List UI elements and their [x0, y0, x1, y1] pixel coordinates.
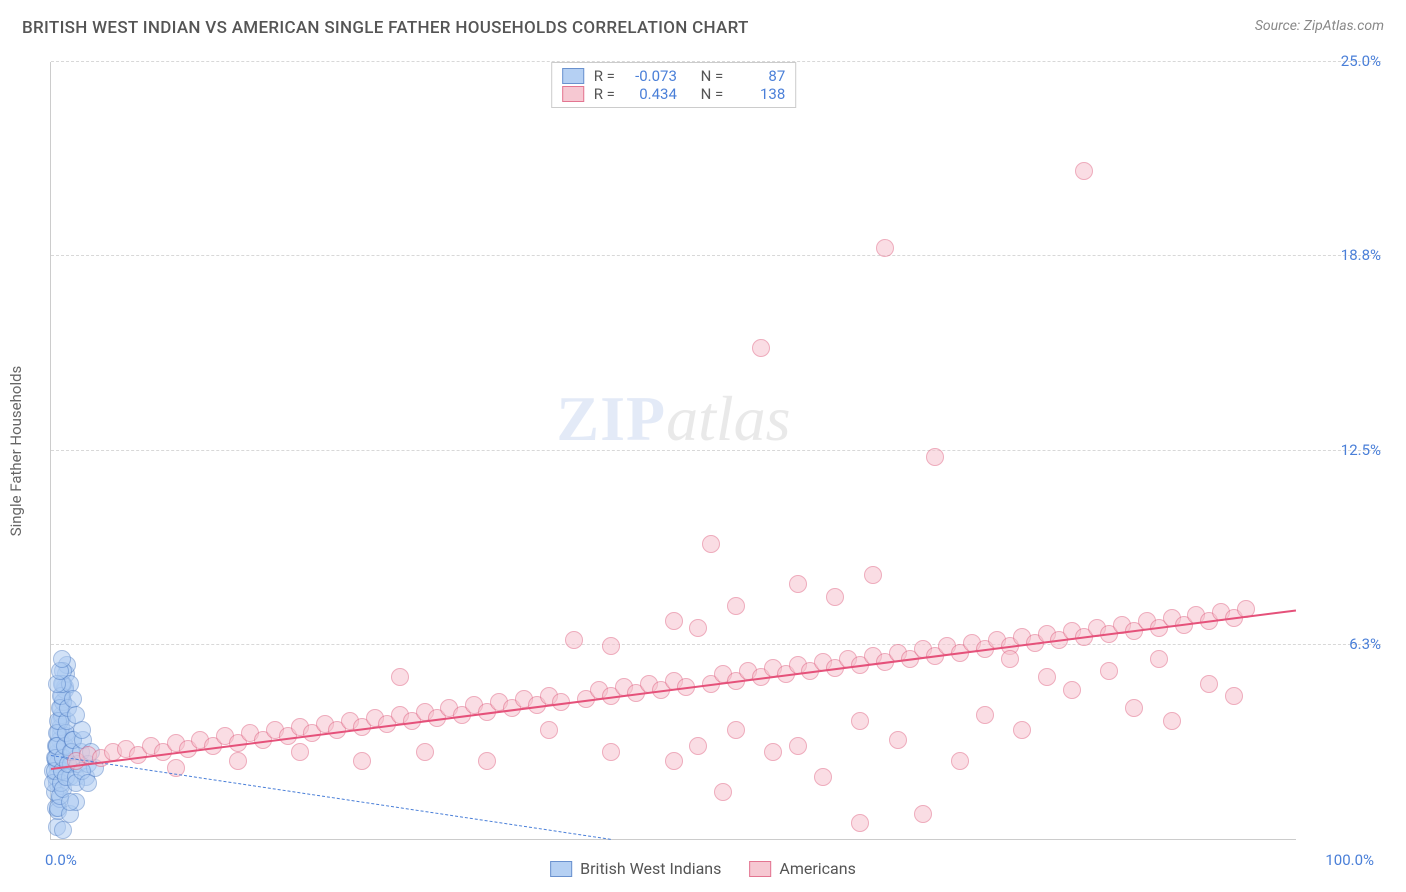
scatter-point [814, 768, 832, 786]
legend-label: Americans [779, 859, 855, 878]
scatter-point [1013, 721, 1031, 739]
scatter-point [826, 588, 844, 606]
chart-title: BRITISH WEST INDIAN VS AMERICAN SINGLE F… [22, 18, 749, 38]
swatch-amer [749, 861, 771, 877]
scatter-point [702, 535, 720, 553]
legend-item-amer: Americans [749, 859, 855, 878]
scatter-point [602, 637, 620, 655]
gridline [51, 644, 1381, 645]
scatter-point [1163, 712, 1181, 730]
r-value-bwi: -0.073 [625, 67, 677, 85]
scatter-point [914, 805, 932, 823]
watermark-zip: ZIP [556, 383, 666, 454]
r-label: R = [594, 85, 615, 103]
y-tick-label: 18.8% [1311, 246, 1381, 264]
scatter-point [789, 575, 807, 593]
stats-row-amer: R = 0.434 N = 138 [562, 85, 786, 103]
scatter-point [565, 631, 583, 649]
scatter-point [665, 612, 683, 630]
n-label: N = [701, 67, 724, 85]
scatter-point [764, 743, 782, 761]
scatter-point [789, 737, 807, 755]
scatter-point [851, 712, 869, 730]
scatter-point [689, 619, 707, 637]
scatter-point [79, 774, 97, 792]
scatter-point [1150, 650, 1168, 668]
bottom-legend: British West Indians Americans [550, 859, 856, 878]
trend-line [51, 755, 611, 840]
scatter-point [416, 743, 434, 761]
y-tick-label: 25.0% [1311, 52, 1381, 70]
y-axis-label: Single Father Households [7, 366, 25, 537]
scatter-point [727, 721, 745, 739]
scatter-point [229, 752, 247, 770]
legend-label: British West Indians [580, 859, 721, 878]
scatter-point [727, 597, 745, 615]
scatter-point [478, 752, 496, 770]
scatter-point [61, 793, 79, 811]
legend-item-bwi: British West Indians [550, 859, 721, 878]
chart-container: Single Father Households ZIPatlas R = -0… [50, 62, 1296, 840]
scatter-point [889, 731, 907, 749]
scatter-point [851, 814, 869, 832]
scatter-point [951, 752, 969, 770]
scatter-point [53, 650, 71, 668]
plot-area: ZIPatlas R = -0.073 N = 87 R = 0.434 N =… [50, 62, 1296, 840]
scatter-point [73, 721, 91, 739]
x-tick-label: 100.0% [1325, 851, 1374, 869]
source-label: Source: ZipAtlas.com [1255, 18, 1384, 34]
r-label: R = [594, 67, 615, 85]
scatter-point [864, 566, 882, 584]
scatter-point [353, 752, 371, 770]
swatch-bwi [562, 68, 584, 84]
scatter-point [876, 239, 894, 257]
n-label: N = [701, 85, 724, 103]
scatter-point [1001, 650, 1019, 668]
n-value-amer: 138 [733, 85, 785, 103]
scatter-point [1225, 687, 1243, 705]
scatter-point [1125, 699, 1143, 717]
scatter-point [1200, 675, 1218, 693]
scatter-point [926, 448, 944, 466]
scatter-point [976, 706, 994, 724]
stats-row-bwi: R = -0.073 N = 87 [562, 67, 786, 85]
swatch-bwi [550, 861, 572, 877]
scatter-point [540, 721, 558, 739]
scatter-point [1075, 162, 1093, 180]
scatter-point [1100, 662, 1118, 680]
scatter-point [665, 752, 683, 770]
n-value-bwi: 87 [733, 67, 785, 85]
gridline [51, 255, 1381, 256]
swatch-amer [562, 86, 584, 102]
y-tick-label: 6.3% [1311, 635, 1381, 653]
scatter-point [714, 783, 732, 801]
watermark-atlas: atlas [666, 383, 790, 454]
watermark: ZIPatlas [556, 382, 790, 456]
gridline [51, 450, 1381, 451]
scatter-point [602, 743, 620, 761]
stats-legend: R = -0.073 N = 87 R = 0.434 N = 138 [551, 62, 797, 108]
scatter-point [752, 339, 770, 357]
scatter-point [1038, 668, 1056, 686]
trend-line [51, 609, 1296, 769]
scatter-point [1063, 681, 1081, 699]
scatter-point [291, 743, 309, 761]
scatter-point [391, 668, 409, 686]
x-tick-label: 0.0% [45, 851, 77, 869]
y-tick-label: 12.5% [1311, 441, 1381, 459]
r-value-amer: 0.434 [625, 85, 677, 103]
scatter-point [689, 737, 707, 755]
scatter-point [54, 821, 72, 839]
